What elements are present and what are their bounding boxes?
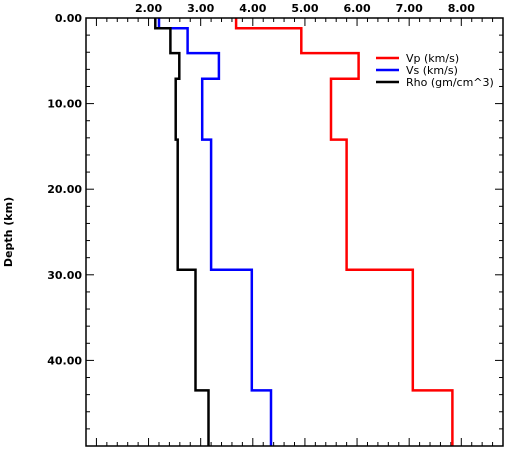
x-tick-label: 6.00 — [343, 2, 370, 15]
legend-label: Vp (km/s) — [406, 52, 459, 65]
series-line-0 — [234, 18, 454, 446]
y-tick-label: 30.00 — [47, 269, 82, 282]
y-tick-label: 0.00 — [55, 12, 82, 25]
legend-label: Rho (gm/cm^3) — [406, 76, 494, 89]
x-tick-label: 5.00 — [291, 2, 318, 15]
x-tick-label: 7.00 — [396, 2, 423, 15]
x-tick-label: 8.00 — [448, 2, 475, 15]
y-axis-label: Depth (km) — [2, 197, 15, 267]
legend: Vp (km/s)Vs (km/s)Rho (gm/cm^3) — [376, 52, 494, 89]
plot-frame — [85, 17, 504, 447]
y-tick-label: 40.00 — [47, 354, 82, 367]
y-tick-label: 20.00 — [47, 183, 82, 196]
y-tick-labels: 0.00 10.00 20.00 30.00 40.00 — [47, 12, 82, 367]
x-tick-label: 3.00 — [187, 2, 214, 15]
series-line-1 — [157, 18, 273, 446]
legend-label: Vs (km/s) — [406, 64, 458, 77]
series-line-2 — [154, 18, 210, 446]
y-tick-label: 10.00 — [47, 98, 82, 111]
x-tick-label: 2.00 — [135, 2, 162, 15]
series-layer — [154, 18, 454, 446]
x-tick-labels: 2.00 3.00 4.00 5.00 6.00 7.00 8.00 — [135, 2, 475, 15]
x-tick-label: 4.00 — [239, 2, 266, 15]
